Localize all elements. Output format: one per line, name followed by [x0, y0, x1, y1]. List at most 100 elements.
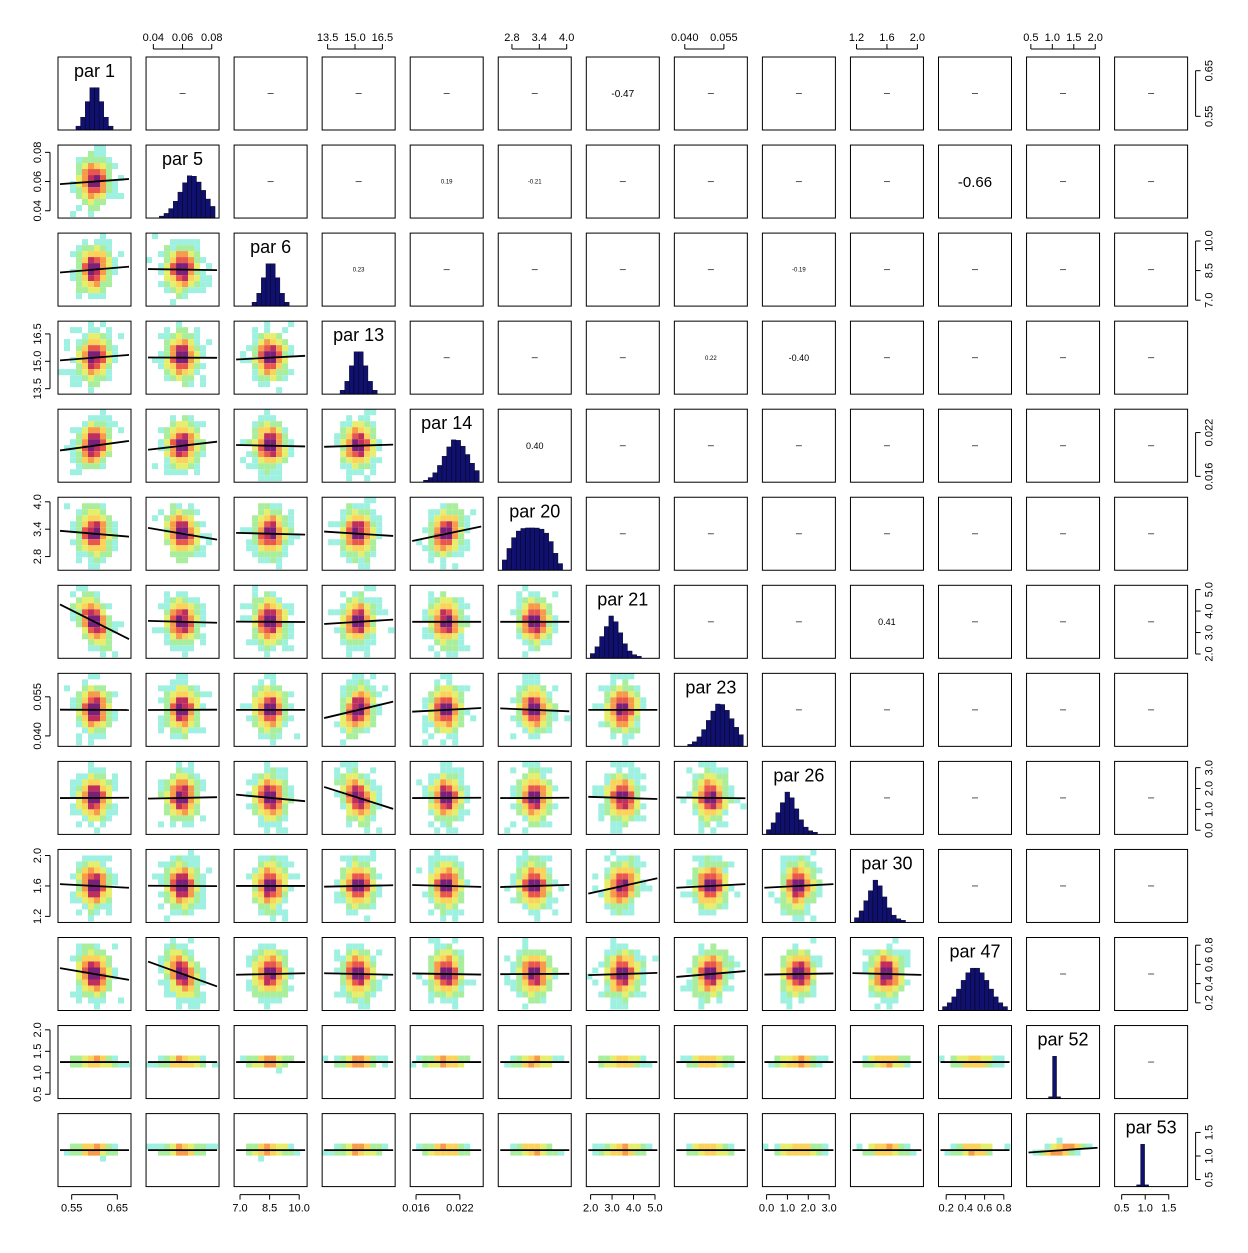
- density-cell: [352, 509, 358, 515]
- density-cell: [88, 627, 94, 633]
- density-cell: [264, 721, 270, 727]
- density-cell: [981, 1144, 987, 1150]
- histogram-bar: [451, 440, 456, 482]
- density-cell: [446, 673, 452, 679]
- density-cell: [258, 821, 264, 827]
- density-cell: [112, 1144, 118, 1150]
- density-cell: [188, 861, 194, 867]
- density-cell: [698, 944, 704, 950]
- density-cell: [106, 327, 112, 333]
- density-cell: [70, 891, 76, 897]
- density-cell: [94, 986, 100, 992]
- density-cell: [370, 809, 376, 815]
- density-cell: [874, 956, 880, 962]
- density-cell: [370, 849, 376, 855]
- density-cell: [434, 545, 440, 551]
- density-cell: [100, 427, 106, 433]
- density-cell: [206, 339, 212, 345]
- density-cell: [194, 986, 200, 992]
- density-cell: [88, 785, 94, 791]
- histogram-bar: [81, 117, 86, 130]
- density-cell: [446, 1056, 452, 1062]
- density-cell: [634, 773, 640, 779]
- density-cell: [258, 509, 264, 515]
- density-cell: [874, 950, 880, 956]
- density-cell: [546, 855, 552, 861]
- density-cell: [452, 727, 458, 733]
- panel-10-9: [850, 938, 923, 1011]
- density-cell: [112, 345, 118, 351]
- density-cell: [112, 545, 118, 551]
- density-cell: [528, 761, 534, 767]
- density-cell: [868, 1056, 874, 1062]
- density-cell: [528, 1056, 534, 1062]
- panel-0-1: [146, 57, 219, 130]
- density-cell: [118, 427, 124, 433]
- density-cell: [170, 275, 176, 281]
- density-cell: [176, 333, 182, 339]
- density-cell: [370, 873, 376, 879]
- density-cell: [82, 585, 88, 591]
- density-cell: [716, 956, 722, 962]
- density-cell: [76, 621, 82, 627]
- panel-9-10: [939, 849, 1012, 922]
- density-cell: [346, 1056, 352, 1062]
- density-cell: [94, 245, 100, 251]
- density-cell: [106, 245, 112, 251]
- density-cell: [440, 897, 446, 903]
- density-cell: [170, 509, 176, 515]
- density-cell: [82, 521, 88, 527]
- density-cell: [804, 956, 810, 962]
- density-cell: [76, 339, 82, 345]
- density-cell: [346, 433, 352, 439]
- density-cell: [100, 321, 106, 327]
- density-cell: [422, 633, 428, 639]
- density-cell: [170, 867, 176, 873]
- density-cell: [146, 257, 152, 263]
- density-cell: [276, 463, 282, 469]
- density-cell: [446, 944, 452, 950]
- density-cell: [446, 986, 452, 992]
- density-cell: [358, 962, 364, 968]
- density-cell: [622, 821, 628, 827]
- density-cell: [552, 803, 558, 809]
- density-cell: [252, 639, 258, 645]
- density-cell: [182, 327, 188, 333]
- density-cell: [1051, 1144, 1057, 1150]
- density-cell: [264, 867, 270, 873]
- density-cell: [892, 938, 898, 944]
- density-cell: [340, 1056, 346, 1062]
- density-cell: [622, 773, 628, 779]
- density-cell: [100, 163, 106, 169]
- density-cell: [364, 1144, 370, 1150]
- density-cell: [334, 879, 340, 885]
- density-cell: [182, 451, 188, 457]
- density-cell: [58, 369, 64, 375]
- density-cell: [176, 715, 182, 721]
- density-cell: [352, 727, 358, 733]
- density-cell: [546, 703, 552, 709]
- correlation-small-mark: [1148, 974, 1154, 975]
- density-cell: [452, 563, 458, 569]
- density-cell: [164, 785, 170, 791]
- density-cell: [170, 615, 176, 621]
- density-cell: [804, 897, 810, 903]
- density-cell: [82, 163, 88, 169]
- density-cell: [340, 873, 346, 879]
- density-cell: [276, 509, 282, 515]
- density-cell: [246, 980, 252, 986]
- density-cell: [422, 615, 428, 621]
- density-cell: [258, 779, 264, 785]
- density-cell: [604, 691, 610, 697]
- density-cell: [264, 897, 270, 903]
- density-cell: [546, 803, 552, 809]
- density-cell: [258, 815, 264, 821]
- density-cell: [604, 703, 610, 709]
- density-cell: [446, 691, 452, 697]
- density-cell: [452, 986, 458, 992]
- density-cell: [258, 891, 264, 897]
- density-cell: [528, 891, 534, 897]
- density-cell: [276, 909, 282, 915]
- density-cell: [112, 181, 118, 187]
- density-cell: [522, 627, 528, 633]
